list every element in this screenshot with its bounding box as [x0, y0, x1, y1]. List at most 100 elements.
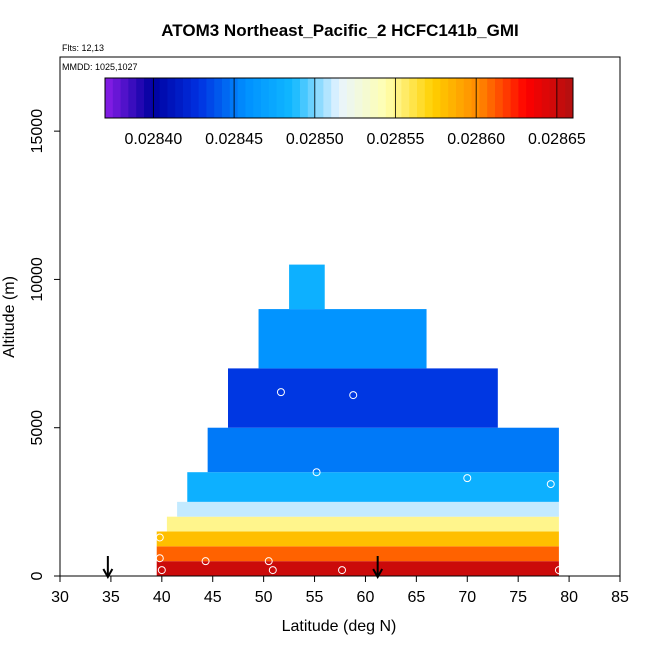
heatmap-cell: [166, 516, 559, 532]
colorbar-segment: [175, 78, 184, 118]
observation-point: [264, 557, 273, 566]
observation-point: [349, 391, 358, 400]
heatmap-cell: [177, 501, 559, 517]
x-tick-label: 65: [407, 589, 425, 606]
colorbar-segment: [471, 78, 480, 118]
colorbar-tick-label: 0.02855: [367, 131, 425, 148]
colorbar-tick-label: 0.02850: [286, 131, 344, 148]
heatmap-cell: [228, 368, 498, 428]
colorbar-segment: [487, 78, 496, 118]
colorbar-segment: [261, 78, 270, 118]
flight-arrows: [102, 556, 384, 580]
y-tick-label: 0: [29, 571, 46, 580]
colorbar-segment: [237, 78, 246, 118]
colorbar-segment: [393, 78, 402, 118]
colorbar-segment: [510, 78, 519, 118]
colorbar-segment: [354, 78, 363, 118]
x-tick-label: 60: [357, 589, 375, 606]
colorbar-segment: [448, 78, 457, 118]
colorbar-segment: [183, 78, 192, 118]
y-axis-label: Altitude (m): [1, 276, 18, 358]
observation-point: [546, 480, 555, 489]
heatmap-cell: [207, 427, 559, 473]
observation-point: [338, 566, 347, 575]
colorbar-segment: [463, 78, 473, 118]
colorbar-segment: [495, 78, 504, 118]
colorbar-segment: [268, 78, 278, 118]
colorbar-segment: [378, 78, 387, 118]
colorbar-segment: [526, 78, 535, 118]
colorbar-segment: [284, 78, 293, 118]
colorbar-segment: [417, 78, 426, 118]
x-tick-label: 40: [153, 589, 171, 606]
colorbar-segment: [128, 78, 137, 118]
colorbar-segment: [549, 78, 558, 118]
colorbar-tick-label: 0.02860: [447, 131, 505, 148]
colorbar-frame: [104, 77, 574, 119]
x-axis-label: Latitude (deg N): [282, 618, 397, 635]
colorbar-segment: [456, 78, 465, 118]
colorbar-segment: [167, 78, 176, 118]
observation-points: [155, 388, 563, 575]
colorbar-segment: [159, 78, 168, 118]
colorbar-segment: [245, 78, 254, 118]
heatmap-cell: [258, 309, 427, 369]
colorbar-segment: [440, 78, 449, 118]
observation-point: [312, 468, 321, 477]
heatmap-cell: [289, 264, 325, 310]
x-tick-label: 35: [102, 589, 120, 606]
colorbar-tick-label: 0.02865: [528, 131, 586, 148]
heatmap-cells: [156, 264, 559, 576]
colorbar-segment: [502, 78, 512, 118]
colorbar-segment: [253, 78, 262, 118]
observation-point: [463, 474, 472, 483]
colorbar-segment: [292, 78, 301, 118]
colorbar-segment: [323, 78, 332, 118]
colorbar-segment: [105, 78, 114, 118]
observation-point: [276, 388, 285, 397]
x-tick-label: 30: [51, 589, 69, 606]
colorbar-segment: [424, 78, 434, 118]
observation-point: [201, 557, 210, 566]
colorbar-segment: [151, 78, 161, 118]
heatmap-cell: [156, 546, 559, 562]
x-tick-label: 85: [611, 589, 629, 606]
colorbar-segment: [190, 78, 200, 118]
y-tick-label: 5000: [29, 410, 46, 446]
colorbar-segment: [136, 78, 145, 118]
chart-title: ATOM3 Northeast_Pacific_2 HCFC141b_GMI: [161, 21, 518, 40]
colorbar-tick-label: 0.02840: [124, 131, 182, 148]
axes: 30 35 40 45 50 55 60 65 70 75 80 85 0 5000 10000 15000: [29, 109, 629, 606]
colorbar-segment: [300, 78, 309, 118]
colorbar-segment: [557, 78, 566, 118]
colorbar-segment: [222, 78, 231, 118]
x-tick-label: 80: [560, 589, 578, 606]
observation-point: [554, 566, 563, 575]
colorbar-segment: [541, 78, 551, 118]
colorbar-segment: [370, 78, 379, 118]
colorbar-segment: [206, 78, 215, 118]
heatmap-cell: [156, 531, 559, 547]
colorbar-segment: [518, 78, 527, 118]
y-tick-label: 15000: [29, 109, 46, 154]
x-tick-label: 70: [458, 589, 476, 606]
observation-point: [155, 533, 164, 542]
observation-point: [157, 566, 166, 575]
colorbar-segment: [346, 78, 356, 118]
colorbar-segment: [276, 78, 285, 118]
y-tick-label: 10000: [29, 257, 46, 302]
colorbar-segment: [432, 78, 441, 118]
colorbar-segment: [385, 78, 395, 118]
observation-point: [155, 554, 164, 563]
colorbar-segment: [120, 78, 129, 118]
colorbar-segment: [409, 78, 418, 118]
x-tick-label: 55: [306, 589, 324, 606]
mmdd-label: MMDD: 1025,1027: [62, 62, 138, 72]
flights-label: Flts: 12,13: [62, 43, 104, 53]
colorbar-segment: [331, 78, 340, 118]
colorbar-segment: [214, 78, 223, 118]
plot-frame: [59, 56, 621, 577]
flight-arrow-head: [102, 568, 114, 580]
